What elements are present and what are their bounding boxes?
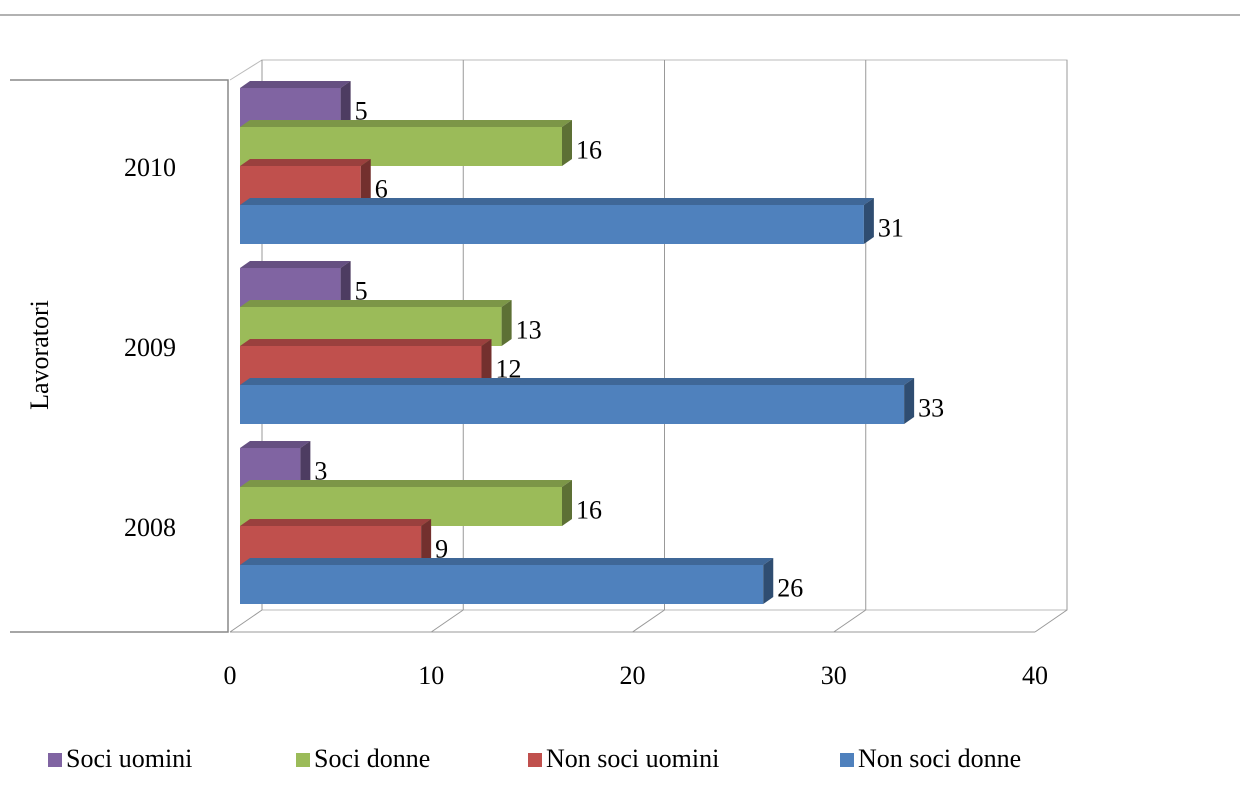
category-frame [10,79,229,633]
y-tick-label: 2008 [124,513,176,542]
floor-grid-line [833,609,867,633]
bar-side [501,300,512,346]
bar-top [240,120,572,127]
data-label: 3 [314,456,327,485]
legend-swatch [840,753,854,767]
bar-side [481,339,492,385]
data-label: 31 [878,213,904,242]
y-tick-label: 2010 [124,153,176,182]
bar-top [240,480,572,487]
data-label: 6 [375,174,388,203]
legend-label: Non soci uomini [546,744,719,773]
bar-top [240,261,351,268]
x-tick-label: 10 [418,661,444,690]
bar-side [562,120,572,166]
data-label: 16 [576,495,602,524]
data-label: 5 [355,96,368,125]
data-label: 16 [576,135,602,164]
bar-side [863,198,874,244]
floor-grid-line [1034,609,1068,633]
side-wall [229,59,263,81]
bar-side [562,480,572,526]
legend-label: Soci uomini [66,744,192,773]
bar-top [240,378,915,385]
floor-grid-line [229,609,263,633]
y-axis-label: Lavoratori [25,300,54,410]
bar-side [340,261,351,307]
legend-label: Non soci donne [858,744,1021,773]
x-tick-label: 30 [821,661,847,690]
bar-top [240,198,874,205]
data-label: 33 [918,393,944,422]
x-tick-label: 40 [1022,661,1048,690]
bar-top [240,81,351,88]
bar-side [763,558,774,604]
bar-top [240,519,432,526]
data-label: 26 [777,573,803,602]
bar [240,385,905,424]
x-tick-label: 20 [620,661,646,690]
data-label: 9 [435,534,448,563]
legend-swatch [528,753,542,767]
x-tick-label: 0 [224,661,237,690]
legend-swatch [296,753,310,767]
bar-top [240,441,311,448]
bar-top [240,300,512,307]
bar-side [904,378,915,424]
bar-side [300,441,311,487]
y-tick-label: 2009 [124,333,176,362]
bar-top [240,558,774,565]
legend-swatch [48,753,62,767]
bar-side [421,519,432,565]
data-label: 13 [516,315,542,344]
legend-label: Soci donne [314,744,430,773]
data-label: 5 [355,276,368,305]
bar [240,565,764,604]
bar-side [360,159,371,205]
bar-top [240,339,492,346]
floor-grid-line [632,609,665,633]
bar [240,205,864,244]
bar-side [340,81,351,127]
floor-grid-line [430,609,464,633]
bar-top [240,159,371,166]
